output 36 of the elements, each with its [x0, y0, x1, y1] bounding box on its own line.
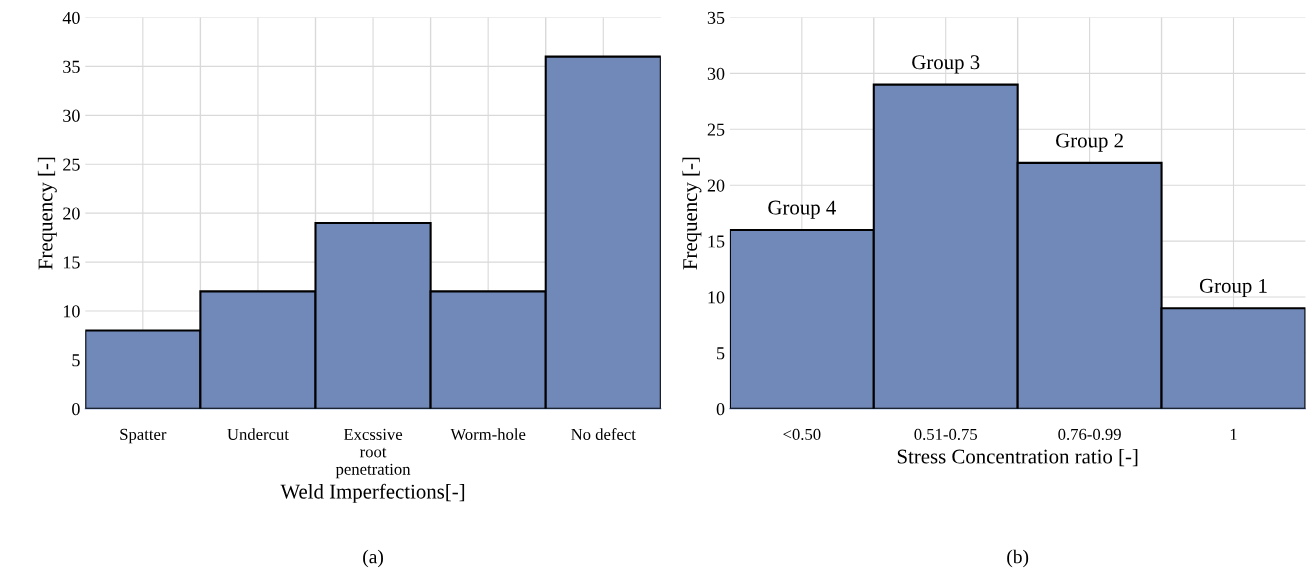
x-tick-label: Worm-hole	[450, 428, 526, 441]
y-axis-title: Frequency [-]	[37, 157, 57, 270]
y-tick-label: 30	[63, 109, 80, 122]
y-axis-title: Frequency [-]	[682, 157, 702, 270]
y-tick-label: 0	[72, 403, 80, 416]
annotation: Group 4	[768, 200, 836, 219]
x-tick-label: Spatter	[120, 428, 167, 444]
text: (a)	[363, 549, 383, 568]
y-tick-label: 10	[63, 305, 80, 318]
y-tick-label: 20	[63, 207, 80, 220]
x-tick-label: Undercut	[227, 428, 289, 440]
y-tick-label: 0	[716, 403, 725, 416]
y-tick-label: 25	[63, 158, 80, 171]
x-tick-label: 0.51-0.75	[914, 428, 978, 441]
annotation: Group 3	[912, 55, 980, 74]
y-tick-label: 5	[717, 347, 725, 360]
y-tick-label: 10	[708, 291, 725, 304]
y-tick-label: 35	[707, 11, 725, 24]
y-tick-label: 15	[708, 235, 725, 248]
x-axis-title: Weld Imperfections[-]	[280, 483, 465, 503]
y-tick-label: 20	[707, 179, 725, 192]
y-tick-label: 40	[62, 11, 80, 24]
x-tick-label: 0.76-0.99	[1058, 428, 1121, 441]
y-tick-label: 35	[63, 60, 80, 73]
x-tick-label: 1	[1230, 428, 1237, 440]
annotation: Group 2	[1056, 133, 1123, 152]
x-axis-title: Stress Concentration ratio [-]	[897, 448, 1138, 467]
text: (b)	[1007, 549, 1029, 568]
x-tick-label: Excssive root penetration	[335, 428, 411, 479]
x-tick-label: No defect	[571, 428, 636, 440]
annotation: Group 1	[1199, 278, 1267, 298]
y-tick-label: 15	[63, 256, 80, 269]
y-tick-label: 25	[707, 123, 725, 136]
y-tick-label: 30	[707, 67, 725, 80]
x-tick-label: <0.50	[783, 428, 821, 441]
y-tick-label: 5	[72, 354, 80, 367]
